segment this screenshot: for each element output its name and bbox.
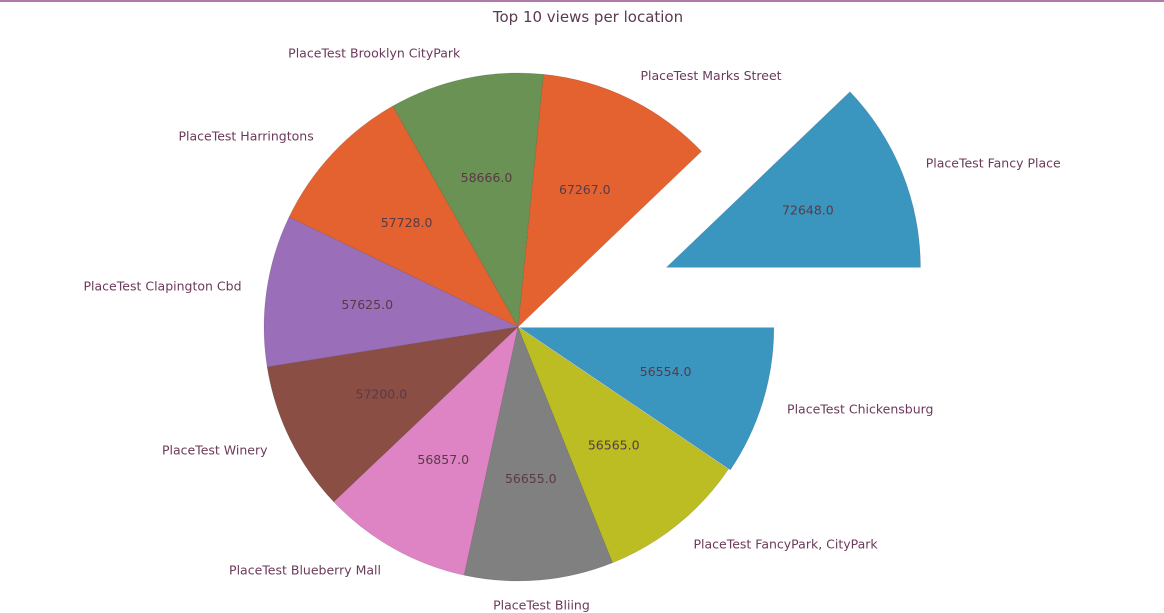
pie-value-label-placetest-marks-street: 67267.0	[559, 182, 611, 197]
pie-value-label-placetest-winery: 57200.0	[356, 386, 408, 401]
pie-value-label-placetest-bliing: 56655.0	[505, 471, 557, 486]
pie-category-label-placetest-fancy-place: PlaceTest Fancy Place	[926, 155, 1061, 170]
pie-value-label-placetest-fancy-place: 72648.0	[782, 203, 834, 218]
pie-category-label-placetest-harringtons: PlaceTest Harringtons	[178, 128, 313, 143]
pie-slice-placetest-winery	[266, 326, 519, 503]
pie-category-label-placetest-marks-street: PlaceTest Marks Street	[640, 68, 781, 83]
pie-slice-placetest-bliing	[463, 325, 614, 582]
pie-slices	[263, 72, 921, 582]
pie-category-label-placetest-brooklyn-citypark: PlaceTest Brooklyn CityPark	[288, 46, 461, 61]
pie-category-label-placetest-winery: PlaceTest Winery	[162, 443, 268, 458]
pie-category-labels: PlaceTest Fancy Place PlaceTest Marks Str…	[84, 46, 1061, 613]
pie-value-labels: 72648.0 67267.0 58666.0 57728.0 57625.0 57200…	[341, 170, 833, 486]
pie-value-label-placetest-blueberry-mall: 56857.0	[417, 452, 469, 467]
pie-slice-placetest-marks-street	[517, 73, 702, 328]
pie-slice-placetest-harringtons	[288, 105, 519, 328]
chart-title: Top 10 views per location	[492, 8, 683, 26]
pie-category-label-placetest-blueberry-mall: PlaceTest Blueberry Mall	[229, 562, 381, 577]
pie-category-label-placetest-bliing: PlaceTest Bliing	[493, 597, 590, 612]
pie-category-label-placetest-chickensburg: PlaceTest Chickensburg	[787, 401, 933, 416]
pie-value-label-placetest-clapington-cbd: 57625.0	[341, 297, 393, 312]
pie-slice-placetest-chickensburg	[518, 327, 775, 471]
pie-value-label-placetest-chickensburg: 56554.0	[640, 364, 692, 379]
pie-value-label-placetest-fancypark-citypark: 56565.0	[588, 438, 640, 453]
pie-value-label-placetest-brooklyn-citypark: 58666.0	[461, 170, 513, 185]
pie-slice-placetest-fancy-place	[665, 91, 921, 268]
pie-slice-placetest-clapington-cbd	[263, 216, 519, 368]
pie-category-label-placetest-fancypark-citypark: PlaceTest FancyPark, CityPark	[693, 536, 878, 551]
pie-category-label-placetest-clapington-cbd: PlaceTest Clapington Cbd	[84, 279, 242, 294]
pie-slice-placetest-fancypark-citypark	[517, 326, 729, 564]
pie-slice-placetest-brooklyn-citypark	[392, 72, 544, 328]
pie-slice-placetest-blueberry-mall	[333, 326, 519, 576]
pie-value-label-placetest-harringtons: 57728.0	[381, 215, 433, 230]
